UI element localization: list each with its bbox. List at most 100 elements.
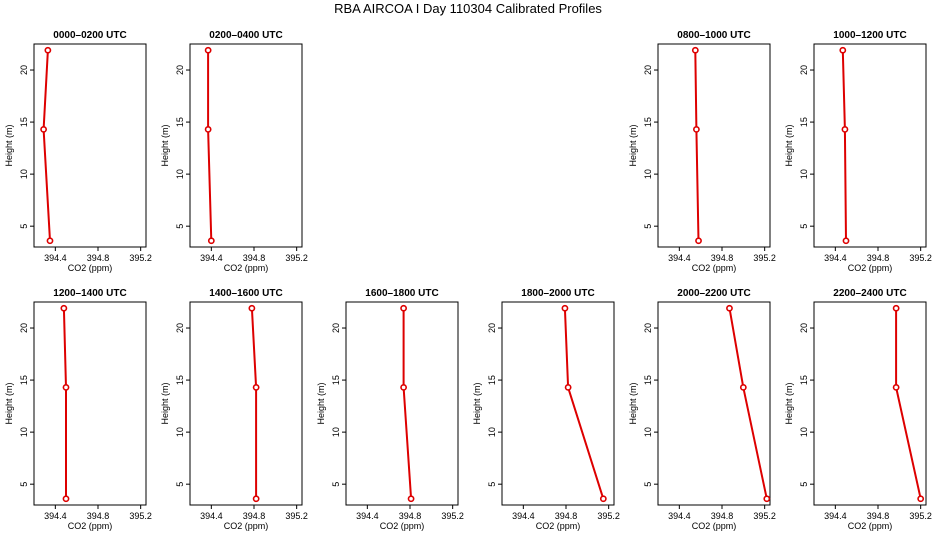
y-axis-label: Height (m) [628,124,638,166]
x-tick-label: 395.2 [129,511,152,521]
y-tick-label: 15 [799,117,809,127]
y-tick-label: 15 [175,375,185,385]
data-point [917,495,925,503]
y-tick-label: 20 [643,323,653,333]
data-point [599,495,607,503]
plot-frame [813,301,927,506]
x-tick-label: 394.4 [356,511,379,521]
y-tick-label: 5 [643,482,653,487]
x-tick-label: 394.4 [200,511,223,521]
profile-line [694,50,700,241]
data-point [839,46,847,54]
x-tick-label: 395.2 [441,511,464,521]
y-tick-label: 20 [331,323,341,333]
data-point [842,237,850,245]
x-axis-label: CO2 (ppm) [380,521,425,531]
data-point [44,46,52,54]
data-point [892,383,900,391]
panel-title: 0200–0400 UTC [209,30,282,41]
y-tick-label: 5 [487,482,497,487]
plot-frame [33,43,147,248]
y-tick-label: 10 [643,169,653,179]
x-tick-label: 395.2 [909,253,932,263]
y-tick-label: 10 [175,427,185,437]
y-tick-label: 20 [643,65,653,75]
panel-title: 1200–1400 UTC [53,288,126,299]
y-tick-label: 20 [19,65,29,75]
profile-line [895,308,922,500]
y-tick-label: 10 [799,427,809,437]
panel-title: 2200–2400 UTC [833,288,906,299]
x-axis-label: CO2 (ppm) [848,263,893,273]
y-tick-label: 15 [643,117,653,127]
x-tick-label: 394.4 [824,253,847,263]
x-tick-label: 394.4 [668,253,691,263]
profile-line [42,50,51,241]
panel-title: 1800–2000 UTC [521,288,594,299]
x-tick-label: 394.4 [512,511,535,521]
y-tick-label: 5 [799,482,809,487]
data-point [841,125,849,133]
y-tick-label: 15 [19,375,29,385]
data-point [561,304,569,312]
data-point [739,383,747,391]
x-tick-label: 394.8 [711,511,734,521]
panel-title: 1000–1200 UTC [833,30,906,41]
y-axis-label: Height (m) [628,382,638,424]
x-tick-label: 394.4 [200,253,223,263]
y-tick-label: 10 [19,169,29,179]
y-tick-label: 10 [175,169,185,179]
data-point [693,125,700,133]
data-point [40,125,47,133]
x-tick-label: 395.2 [285,511,308,521]
y-tick-label: 15 [799,375,809,385]
data-point [204,46,212,54]
profile-panel: 1400–1600 UTC 394.4 394.8 395.2 5 10 15 20 CO2 (… [160,288,308,531]
x-axis-label: CO2 (ppm) [68,263,113,273]
y-tick-label: 10 [799,169,809,179]
x-tick-label: 395.2 [753,253,776,263]
data-point [46,237,54,245]
x-tick-label: 394.8 [87,253,110,263]
plot-frame [189,301,303,506]
data-point [400,304,407,312]
y-axis-label: Height (m) [160,124,170,166]
y-tick-label: 20 [19,323,29,333]
y-axis-label: Height (m) [4,124,14,166]
y-tick-label: 20 [487,323,497,333]
y-axis-label: Height (m) [784,124,794,166]
x-tick-label: 394.4 [824,511,847,521]
x-axis-label: CO2 (ppm) [224,263,269,273]
data-point [60,304,68,312]
data-point [407,495,415,503]
y-tick-label: 10 [331,427,341,437]
y-axis-label: Height (m) [160,382,170,424]
data-point [695,237,702,245]
x-tick-label: 394.8 [867,511,890,521]
y-tick-label: 5 [19,482,29,487]
profile-panel: 0000–0200 UTC 394.4 394.8 395.2 5 10 15 20 CO2 (… [4,30,152,273]
x-tick-label: 394.8 [399,511,422,521]
x-axis-label: CO2 (ppm) [848,521,893,531]
profile-panel: 1600–1800 UTC 394.4 394.8 395.2 5 10 15 20 CO2 (… [316,288,464,531]
y-tick-label: 5 [643,224,653,229]
profile-panel: 0800–1000 UTC 394.4 394.8 395.2 5 10 15 20 CO2 (… [628,30,776,273]
y-tick-label: 20 [175,65,185,75]
y-tick-label: 15 [643,375,653,385]
profile-line [728,308,768,500]
plot-frame [657,301,771,506]
x-tick-label: 394.4 [44,253,67,263]
x-tick-label: 394.4 [44,511,67,521]
data-point [400,383,407,391]
x-tick-label: 395.2 [597,511,620,521]
profile-panel: 2000–2200 UTC 394.4 394.8 395.2 5 10 15 20 CO2 (… [628,288,776,531]
x-tick-label: 394.4 [668,511,691,521]
x-tick-label: 394.8 [243,511,266,521]
y-tick-label: 5 [331,482,341,487]
profile-line [841,50,847,241]
panel-title: 0800–1000 UTC [677,30,750,41]
y-axis-label: Height (m) [472,382,482,424]
x-tick-label: 394.8 [711,253,734,263]
data-point [892,304,900,312]
